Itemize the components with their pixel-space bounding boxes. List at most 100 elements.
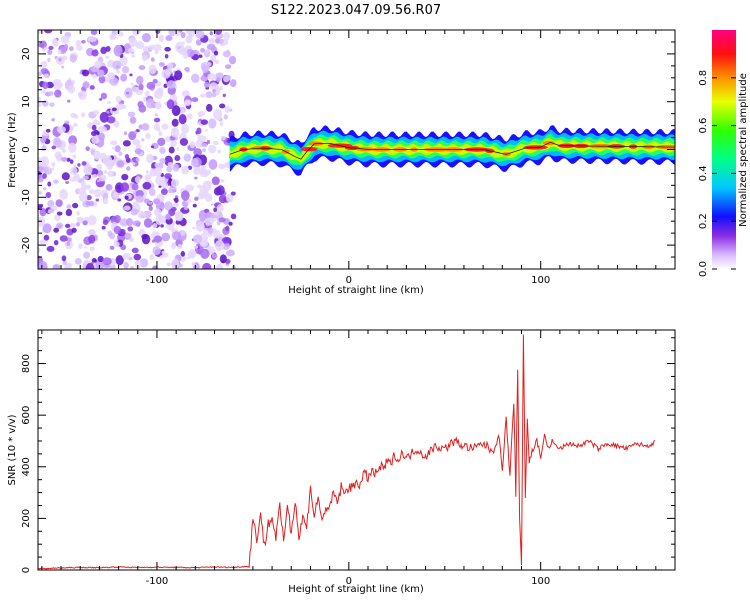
noise-blob <box>91 49 99 57</box>
noise-blob <box>212 140 219 146</box>
noise-blob <box>112 60 122 70</box>
noise-blob <box>214 59 220 65</box>
noise-blob <box>93 150 101 161</box>
noise-blob <box>103 169 108 174</box>
noise-blob <box>214 240 225 251</box>
noise-blob <box>87 215 97 226</box>
noise-blob <box>138 65 146 70</box>
noise-blob <box>207 73 217 81</box>
noise-blob <box>69 159 74 165</box>
noise-blob <box>82 220 88 226</box>
noise-blob <box>80 180 86 187</box>
noise-blob <box>64 223 71 229</box>
noise-blob <box>39 137 47 143</box>
noise-blob <box>193 245 199 249</box>
noise-blob <box>192 203 197 208</box>
noise-blob <box>98 125 107 133</box>
noise-blob <box>200 165 207 173</box>
noise-blob <box>91 136 100 144</box>
noise-blob <box>186 256 191 260</box>
noise-blob <box>135 157 140 162</box>
noise-blob <box>204 81 210 88</box>
noise-blob <box>56 126 67 133</box>
noise-blob <box>202 148 207 153</box>
noise-blob <box>53 179 59 184</box>
colorbar-tick-label: 0.4 <box>698 165 709 181</box>
noise-blob <box>192 234 203 244</box>
noise-blob <box>122 140 131 147</box>
noise-blob <box>61 255 67 262</box>
spectrogram-ytick-label: 20 <box>21 48 32 61</box>
noise-blob <box>138 83 144 91</box>
noise-blob <box>192 226 196 230</box>
noise-blob <box>187 30 195 38</box>
noise-blob <box>56 154 62 162</box>
colorbar-ticks: 0.0 0.2 0.4 0.6 0.8 <box>698 70 736 277</box>
noise-blob <box>200 248 210 259</box>
noise-blob <box>46 245 55 252</box>
noise-blob <box>53 227 60 233</box>
noise-blob <box>219 85 223 91</box>
noise-blob <box>152 78 158 84</box>
noise-blob <box>47 58 51 62</box>
noise-blob <box>60 35 70 44</box>
noise-blob <box>38 247 41 253</box>
noise-blob <box>73 173 80 182</box>
noise-blob <box>39 239 47 245</box>
noise-blob <box>144 90 150 97</box>
noise-blob <box>98 75 106 84</box>
noise-blob <box>215 72 224 80</box>
noise-blob <box>215 77 221 83</box>
noise-blob <box>209 31 213 36</box>
noise-blob <box>206 43 216 51</box>
noise-blob <box>170 206 177 212</box>
noise-blob <box>181 123 190 134</box>
noise-blob <box>180 190 190 201</box>
noise-blob <box>73 114 79 119</box>
noise-blob <box>183 153 191 162</box>
noise-blob <box>39 40 47 49</box>
noise-blob <box>145 132 151 139</box>
noise-blob <box>81 112 86 118</box>
noise-blob <box>211 253 218 259</box>
noise-blob <box>125 91 130 95</box>
noise-blob <box>219 103 226 109</box>
noise-blob <box>120 182 130 192</box>
noise-blob <box>214 30 223 35</box>
noise-blob <box>69 46 74 52</box>
noise-blob <box>83 251 91 259</box>
noise-blob <box>91 258 97 263</box>
noise-blob <box>39 203 44 208</box>
noise-blob <box>160 224 164 228</box>
noise-blob <box>61 148 67 154</box>
noise-blob <box>92 110 100 115</box>
noise-blob <box>47 199 55 208</box>
noise-blob <box>168 146 175 154</box>
noise-blob <box>123 131 128 136</box>
signal-centerline <box>229 141 675 160</box>
noise-blob <box>64 121 70 125</box>
chart-title: S122.2023.047.09.56.R07 <box>271 3 441 18</box>
noise-blob <box>158 131 163 137</box>
colorbar-gradient <box>712 30 736 269</box>
spectrogram-ytick-label: 10 <box>21 95 32 108</box>
noise-blob <box>52 38 58 44</box>
noise-blob <box>76 211 80 216</box>
noise-blob <box>208 38 216 44</box>
noise-blob <box>77 163 81 167</box>
noise-blob <box>116 160 125 168</box>
noise-blob <box>76 221 80 227</box>
noise-blob <box>131 183 139 191</box>
noise-blob <box>200 93 206 98</box>
noise-blob <box>178 113 187 125</box>
noise-blob <box>72 202 79 209</box>
noise-blob <box>38 160 46 167</box>
noise-blob <box>82 175 89 181</box>
noise-blob <box>66 262 73 268</box>
noise-blob <box>166 80 176 89</box>
noise-blob <box>213 108 223 121</box>
noise-blob <box>115 69 120 74</box>
snr-ytick-label: 600 <box>21 406 32 425</box>
noise-blob <box>153 89 164 100</box>
noise-blob <box>124 195 129 200</box>
